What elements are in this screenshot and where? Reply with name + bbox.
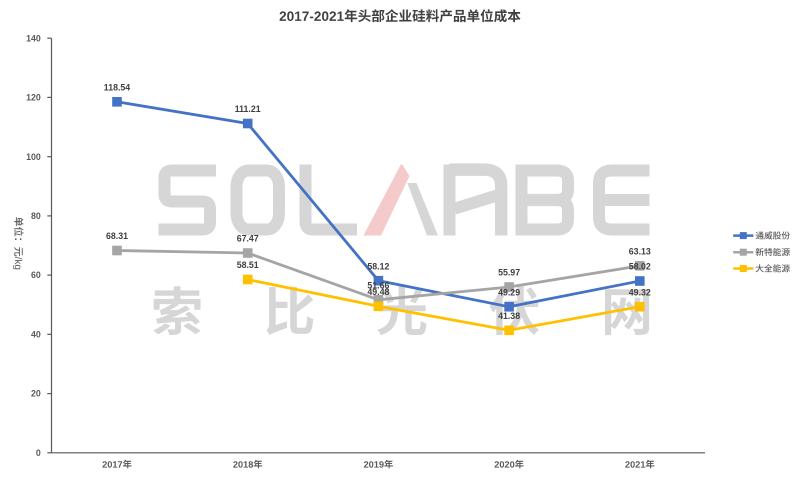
svg-text:41.38: 41.38 [498, 311, 520, 321]
svg-text:0: 0 [36, 448, 41, 458]
svg-text:49.29: 49.29 [498, 287, 520, 297]
svg-text:60: 60 [31, 270, 41, 280]
svg-text:120: 120 [26, 93, 41, 103]
svg-text:58.02: 58.02 [629, 262, 651, 272]
svg-text:118.54: 118.54 [104, 82, 131, 92]
svg-text:58.51: 58.51 [237, 260, 259, 270]
svg-text:63.13: 63.13 [629, 246, 651, 256]
svg-text:49.32: 49.32 [629, 287, 651, 297]
svg-text:100: 100 [26, 152, 41, 162]
svg-text:68.31: 68.31 [106, 231, 128, 241]
svg-text:51.66: 51.66 [367, 280, 389, 290]
svg-text:140: 140 [26, 33, 41, 43]
svg-text:67.47: 67.47 [237, 234, 259, 244]
svg-text:80: 80 [31, 211, 41, 221]
svg-text:40: 40 [31, 329, 41, 339]
svg-text:55.97: 55.97 [498, 268, 520, 278]
svg-text:111.21: 111.21 [235, 104, 261, 114]
svg-text:58.12: 58.12 [367, 261, 389, 271]
svg-text:20: 20 [31, 389, 41, 399]
svg-text:49.48: 49.48 [367, 287, 389, 297]
